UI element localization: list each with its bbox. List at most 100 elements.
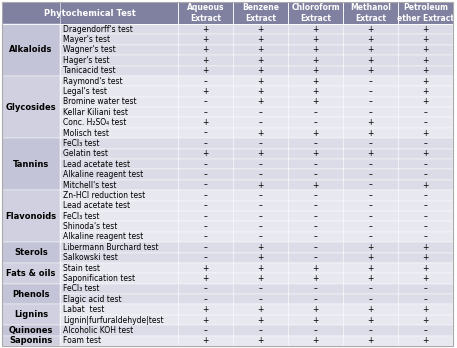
Text: Alkaline reagent test: Alkaline reagent test xyxy=(63,170,143,179)
Bar xyxy=(2,107,453,118)
Bar xyxy=(2,284,60,304)
Text: –: – xyxy=(368,97,372,106)
Text: +: + xyxy=(422,46,429,55)
Text: –: – xyxy=(203,232,207,242)
Text: +: + xyxy=(202,316,209,325)
Bar xyxy=(2,242,453,253)
Text: +: + xyxy=(367,243,374,252)
Text: Alkaline reagent test: Alkaline reagent test xyxy=(63,232,143,242)
Bar xyxy=(2,335,60,346)
Text: Phenols: Phenols xyxy=(12,290,50,299)
Bar xyxy=(2,138,60,190)
Text: –: – xyxy=(368,87,372,96)
Bar xyxy=(2,253,453,263)
Text: –: – xyxy=(314,222,318,231)
Text: –: – xyxy=(259,108,262,117)
Text: +: + xyxy=(202,274,209,283)
Text: –: – xyxy=(259,222,262,231)
Text: –: – xyxy=(424,160,427,169)
Text: –: – xyxy=(259,201,262,210)
Text: –: – xyxy=(368,77,372,86)
Text: +: + xyxy=(202,305,209,314)
Text: +: + xyxy=(312,316,319,325)
Text: +: + xyxy=(202,87,209,96)
Text: –: – xyxy=(424,139,427,148)
Text: +: + xyxy=(257,87,264,96)
Text: –: – xyxy=(314,201,318,210)
Text: +: + xyxy=(312,274,319,283)
Text: Tannins: Tannins xyxy=(13,160,49,169)
Text: +: + xyxy=(367,253,374,262)
Text: –: – xyxy=(424,108,427,117)
Text: –: – xyxy=(203,253,207,262)
Text: Benzene
Extract: Benzene Extract xyxy=(242,3,279,23)
Text: +: + xyxy=(257,316,264,325)
Bar xyxy=(2,128,453,138)
Bar xyxy=(2,65,453,76)
Text: Molisch test: Molisch test xyxy=(63,128,109,137)
Text: –: – xyxy=(259,295,262,304)
Text: –: – xyxy=(424,118,427,127)
Text: –: – xyxy=(424,222,427,231)
Text: –: – xyxy=(259,191,262,200)
Text: –: – xyxy=(368,212,372,221)
Text: +: + xyxy=(422,253,429,262)
Text: +: + xyxy=(257,253,264,262)
Bar xyxy=(2,190,453,200)
Text: +: + xyxy=(422,25,429,34)
Text: +: + xyxy=(367,316,374,325)
Text: Alcoholic KOH test: Alcoholic KOH test xyxy=(63,326,133,335)
Text: +: + xyxy=(367,25,374,34)
Text: Lignin|furfuraldehyde|test: Lignin|furfuraldehyde|test xyxy=(63,316,164,325)
Text: Bromine water test: Bromine water test xyxy=(63,97,137,106)
Text: +: + xyxy=(367,336,374,345)
Text: –: – xyxy=(203,170,207,179)
Bar xyxy=(2,24,453,34)
Text: Mitchell's test: Mitchell's test xyxy=(63,181,117,190)
Text: Lignins: Lignins xyxy=(14,310,48,319)
Text: +: + xyxy=(257,77,264,86)
Text: +: + xyxy=(367,66,374,75)
Text: Glycosides: Glycosides xyxy=(5,103,56,112)
Text: +: + xyxy=(312,149,319,158)
Text: Tanicacid test: Tanicacid test xyxy=(63,66,116,75)
Bar xyxy=(2,304,453,315)
Bar xyxy=(2,284,453,294)
Text: +: + xyxy=(257,35,264,44)
Text: Aqueous
Extract: Aqueous Extract xyxy=(187,3,224,23)
Text: +: + xyxy=(257,66,264,75)
Text: +: + xyxy=(257,149,264,158)
Text: +: + xyxy=(202,66,209,75)
Text: +: + xyxy=(422,56,429,65)
Bar xyxy=(2,325,453,335)
Bar xyxy=(233,2,288,24)
Text: –: – xyxy=(203,108,207,117)
Text: +: + xyxy=(367,263,374,272)
Bar xyxy=(2,242,60,263)
Text: –: – xyxy=(203,191,207,200)
Text: +: + xyxy=(257,181,264,190)
Text: –: – xyxy=(203,284,207,293)
Text: –: – xyxy=(314,232,318,242)
Bar xyxy=(2,118,453,128)
Text: +: + xyxy=(202,35,209,44)
Text: Flavonoids: Flavonoids xyxy=(5,212,57,221)
Text: +: + xyxy=(367,128,374,137)
Text: –: – xyxy=(368,222,372,231)
Text: +: + xyxy=(312,35,319,44)
Text: –: – xyxy=(203,295,207,304)
Bar xyxy=(2,294,453,304)
Bar xyxy=(2,169,453,180)
Bar xyxy=(2,149,453,159)
Bar xyxy=(2,200,453,211)
Text: Shinoda's test: Shinoda's test xyxy=(63,222,117,231)
Text: Fats & oils: Fats & oils xyxy=(6,269,56,278)
Bar xyxy=(2,45,453,55)
Text: Methanol
Extract: Methanol Extract xyxy=(350,3,391,23)
Bar xyxy=(2,190,60,242)
Text: +: + xyxy=(257,263,264,272)
Text: –: – xyxy=(368,295,372,304)
Text: Labat  test: Labat test xyxy=(63,305,104,314)
Text: +: + xyxy=(422,87,429,96)
Text: Lead acetate test: Lead acetate test xyxy=(63,160,130,169)
